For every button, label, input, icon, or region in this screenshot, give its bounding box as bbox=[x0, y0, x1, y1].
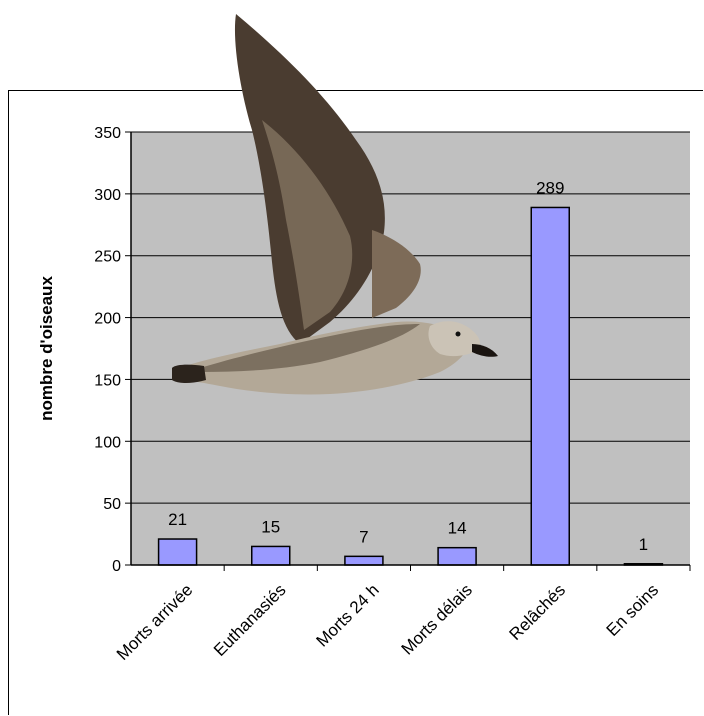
y-tick-label: 0 bbox=[112, 558, 121, 575]
gull-tail bbox=[172, 364, 206, 383]
bar-0 bbox=[157, 538, 198, 566]
data-label-3: 14 bbox=[448, 519, 467, 538]
y-tick-label: 300 bbox=[94, 187, 121, 204]
y-tick-label: 50 bbox=[103, 496, 121, 513]
category-label-2: Morts 24 h bbox=[313, 580, 383, 650]
chart-frame bbox=[8, 90, 703, 715]
gull-wing-feathers bbox=[262, 120, 353, 330]
y-tick-labels: 0 50 100 150 200 250 300 350 bbox=[94, 125, 131, 575]
y-tick-label: 350 bbox=[94, 125, 121, 142]
y-tick-label: 200 bbox=[94, 311, 121, 328]
bar-2 bbox=[344, 555, 384, 566]
y-tick-label: 150 bbox=[94, 372, 121, 389]
gull-rear-wing bbox=[372, 230, 421, 318]
bar-4 bbox=[530, 206, 570, 566]
gull-back bbox=[200, 324, 420, 372]
bar-1 bbox=[251, 545, 291, 566]
data-label-1: 15 bbox=[261, 517, 280, 536]
data-label-2: 7 bbox=[359, 527, 368, 546]
category-label-1: Euthanasiés bbox=[210, 580, 290, 660]
gull-head bbox=[428, 321, 481, 357]
bar-3 bbox=[437, 546, 477, 566]
data-label-5: 1 bbox=[639, 535, 648, 554]
category-label-0: Morts arrivée bbox=[113, 580, 197, 664]
gull-image bbox=[172, 14, 498, 395]
category-label-3: Morts délais bbox=[398, 580, 476, 658]
bars bbox=[157, 206, 664, 566]
category-label-4: Relâchés bbox=[506, 580, 570, 644]
category-labels: Morts arrivée Euthanasiés Morts 24 h Morts … bbox=[113, 565, 691, 664]
y-axis-label: nombre d'oiseaux bbox=[37, 276, 56, 421]
data-labels: 21 15 7 14 289 1 bbox=[168, 178, 648, 553]
category-label-5: En soins bbox=[603, 580, 663, 640]
y-tick-label: 100 bbox=[94, 434, 121, 451]
y-tick-label: 250 bbox=[94, 249, 121, 266]
data-label-0: 21 bbox=[168, 510, 187, 529]
gull-beak bbox=[472, 344, 498, 357]
data-label-4: 289 bbox=[536, 178, 564, 197]
gull-eye bbox=[455, 331, 461, 337]
